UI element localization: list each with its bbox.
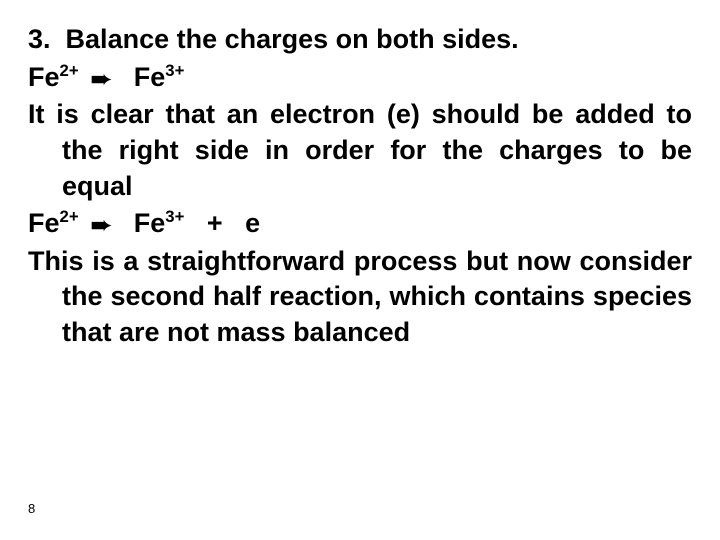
eq2-rhs-base: Fe <box>134 208 166 238</box>
eq2-lhs-base: Fe <box>28 208 60 238</box>
slide-body: 3. Balance the charges on both sides. Fe… <box>28 22 692 351</box>
eq2-tail: + e <box>184 208 260 238</box>
eq1-rhs-sup: 3+ <box>165 61 184 80</box>
paragraph-2: This is a straightforward process but no… <box>28 244 692 351</box>
equation-2: Fe2+ ➨ Fe3+ + e <box>28 206 692 242</box>
para2-text: This is a straightforward process but no… <box>28 244 692 351</box>
step-heading: 3. Balance the charges on both sides. <box>28 22 692 58</box>
page-number: 8 <box>28 501 35 516</box>
eq2-lhs-sup: 2+ <box>60 207 79 226</box>
arrow-icon: ➨ <box>90 62 113 98</box>
eq1-lhs-base: Fe <box>28 62 60 92</box>
eq1-rhs-base: Fe <box>134 62 166 92</box>
step-number: 3. <box>28 22 51 58</box>
step-title: Balance the charges on both sides. <box>66 24 519 54</box>
eq2-rhs-sup: 3+ <box>165 207 184 226</box>
para1-text: It is clear that an electron (e) should … <box>28 97 692 204</box>
arrow-icon: ➨ <box>90 208 113 244</box>
equation-1: Fe2+ ➨ Fe3+ <box>28 60 692 96</box>
eq1-lhs-sup: 2+ <box>60 61 79 80</box>
paragraph-1: It is clear that an electron (e) should … <box>28 97 692 204</box>
